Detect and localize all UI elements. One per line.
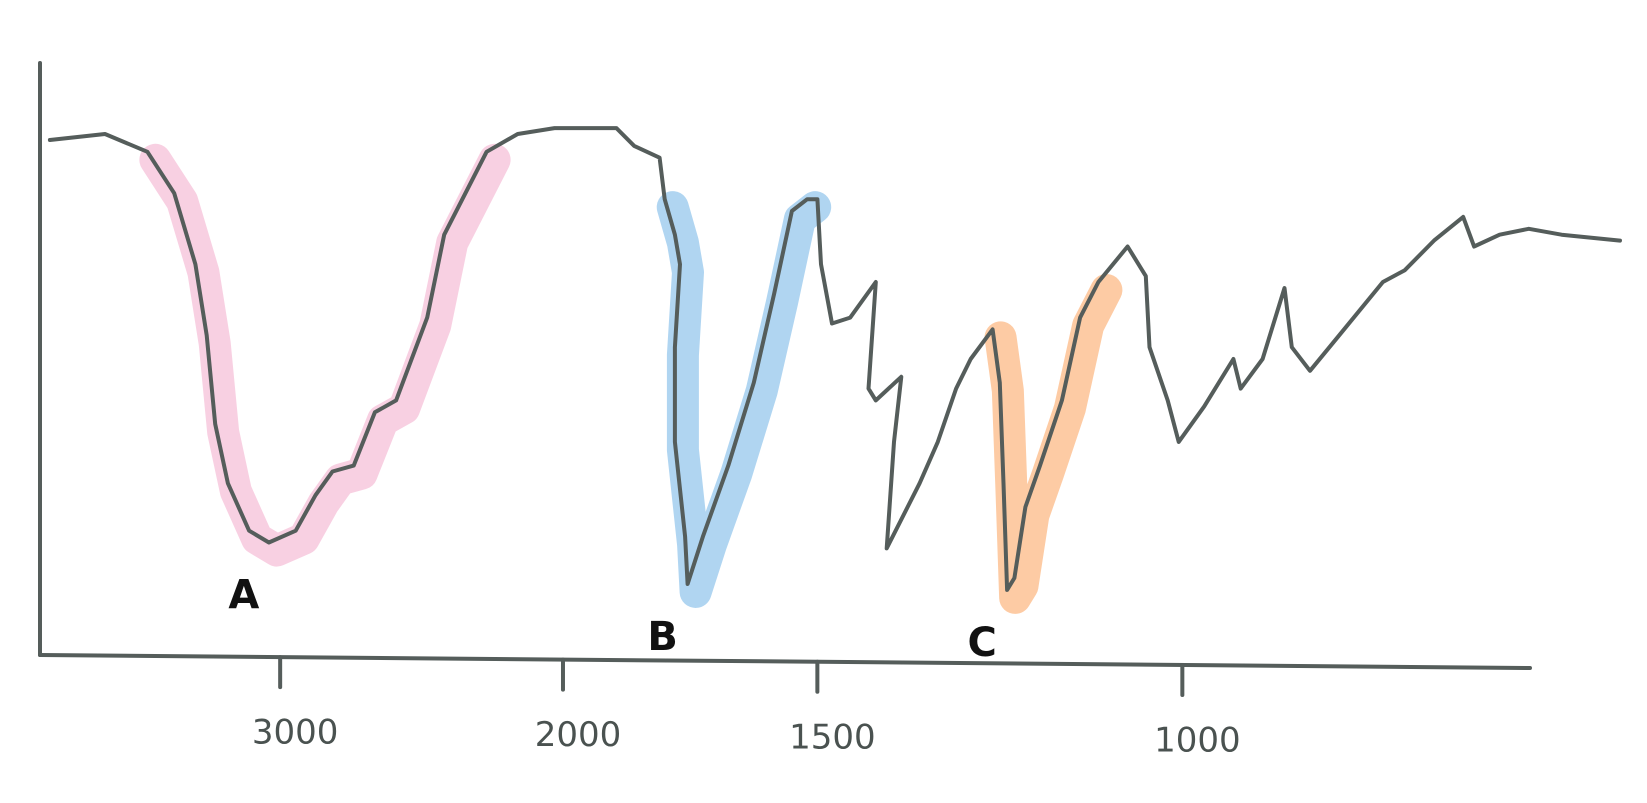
highlight-band bbox=[984, 274, 1123, 614]
highlight-label: C bbox=[967, 620, 996, 666]
x-tick-label: 3000 bbox=[252, 713, 339, 753]
plot-area: 3000 2000 1500 1000 bbox=[47, 126, 1622, 760]
highlight-label: A bbox=[228, 573, 259, 619]
x-tick-label: 1000 bbox=[1154, 720, 1241, 760]
highlight-band bbox=[656, 191, 832, 608]
x-axis bbox=[38, 653, 1532, 670]
spectrum-line bbox=[47, 126, 1622, 592]
x-tick-label: 1500 bbox=[789, 717, 876, 757]
x-tick-label: 2000 bbox=[535, 715, 622, 755]
highlight-label: B bbox=[647, 614, 678, 660]
highlight-band bbox=[139, 143, 511, 567]
highlights: A B C bbox=[139, 143, 1123, 666]
